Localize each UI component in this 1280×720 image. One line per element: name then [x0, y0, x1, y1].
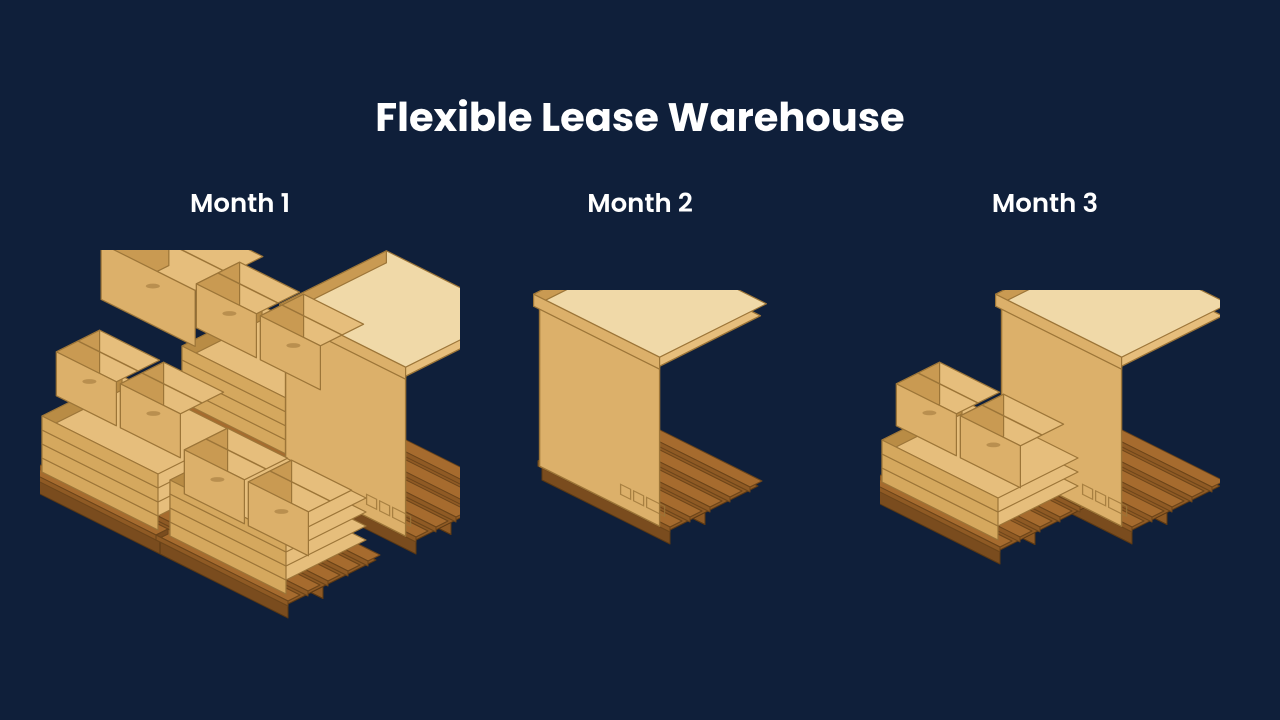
column-label: Month 2 [490, 185, 790, 224]
pallet-graphic [520, 290, 780, 550]
column-label: Month 3 [895, 185, 1195, 224]
page-title: Flexible Lease Warehouse [0, 87, 1280, 147]
pallet-graphic [40, 250, 460, 620]
column-label: Month 1 [90, 185, 390, 224]
pallet-graphic [880, 290, 1220, 570]
